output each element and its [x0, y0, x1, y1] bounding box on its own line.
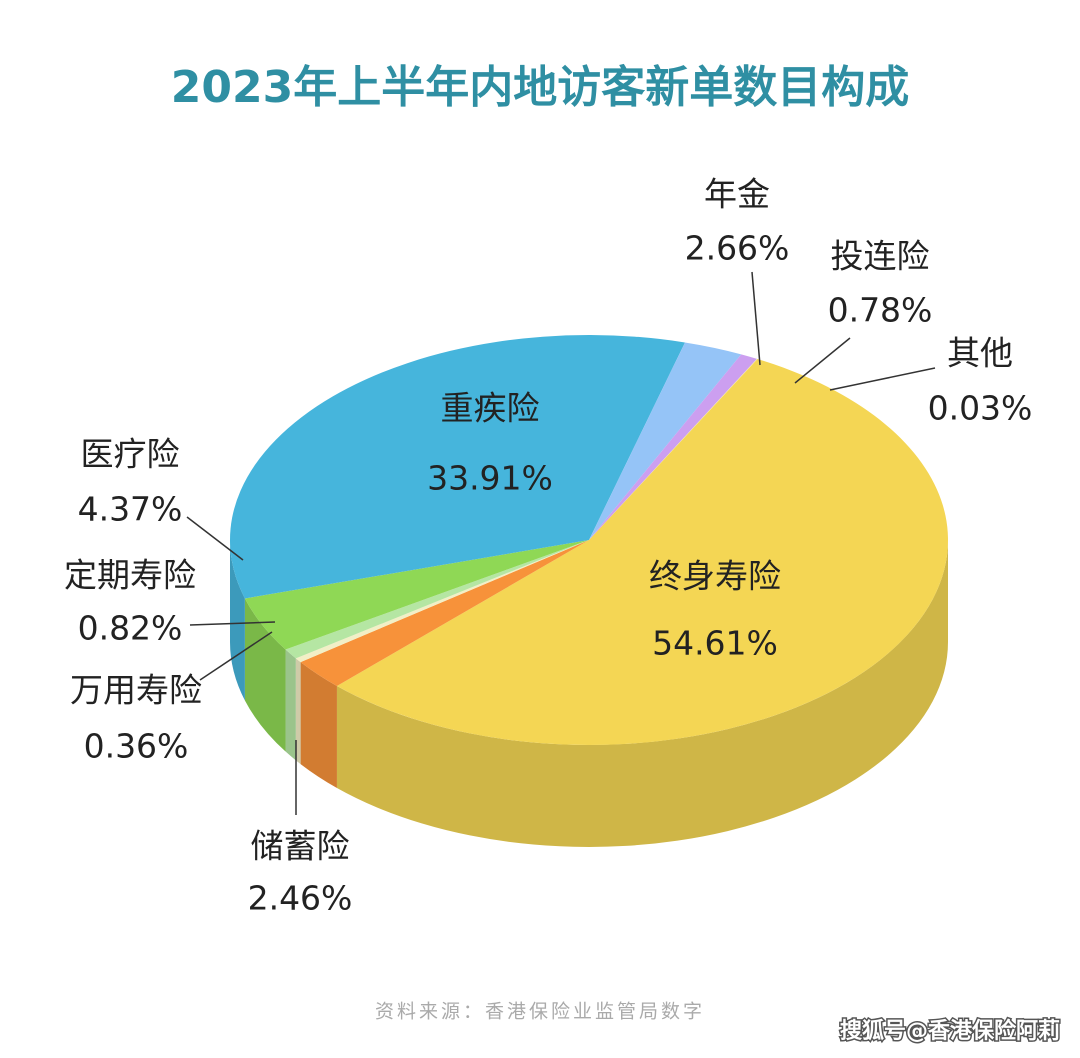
leader-line	[751, 271, 761, 366]
pie-slice	[295, 540, 589, 663]
value-label: 33.91%	[427, 459, 553, 498]
leader-line	[186, 516, 244, 561]
pie-slice	[244, 540, 589, 650]
chart-title: 2023年上半年内地访客新单数目构成	[171, 62, 909, 113]
value-label: 54.61%	[652, 624, 778, 663]
leader-line	[829, 367, 936, 391]
slice-label: 定期寿险	[64, 556, 196, 595]
value-label: 2.46%	[248, 879, 353, 918]
slice-side	[336, 540, 948, 847]
pie-slice	[589, 354, 757, 540]
slice-label: 重疾险	[441, 389, 540, 428]
watermark: 搜狐号@香港保险阿莉	[840, 1018, 1060, 1044]
slice-label: 年金	[704, 175, 770, 214]
slice-label: 医疗险	[81, 435, 180, 474]
value-label: 0.36%	[84, 727, 189, 766]
slice-label: 储蓄险	[251, 827, 350, 866]
source-note: 资料来源：香港保险业监管局数字	[375, 1001, 705, 1023]
slice-label: 投连险	[831, 237, 930, 276]
value-label: 0.03%	[928, 389, 1033, 428]
leader-line	[794, 337, 851, 384]
leader-line	[199, 631, 273, 681]
pie-slice	[589, 358, 758, 540]
slice-side	[285, 649, 296, 761]
value-label: 4.37%	[78, 490, 183, 529]
slice-label: 终身寿险	[649, 557, 781, 596]
pie-slice	[589, 342, 742, 540]
pie-slice	[336, 358, 948, 745]
slice-side	[230, 540, 245, 701]
value-label: 0.82%	[78, 609, 183, 648]
slice-label: 其他	[947, 334, 1013, 373]
slice-label: 万用寿险	[70, 671, 202, 710]
slice-side	[244, 598, 286, 752]
leader-line	[189, 621, 276, 626]
pie-slice	[300, 540, 589, 686]
slice-side	[295, 658, 301, 765]
value-label: 2.66%	[685, 229, 790, 268]
slice-side	[300, 662, 337, 788]
value-label: 0.78%	[828, 291, 933, 330]
pie-slice	[285, 540, 589, 659]
pie-slice	[230, 335, 685, 599]
